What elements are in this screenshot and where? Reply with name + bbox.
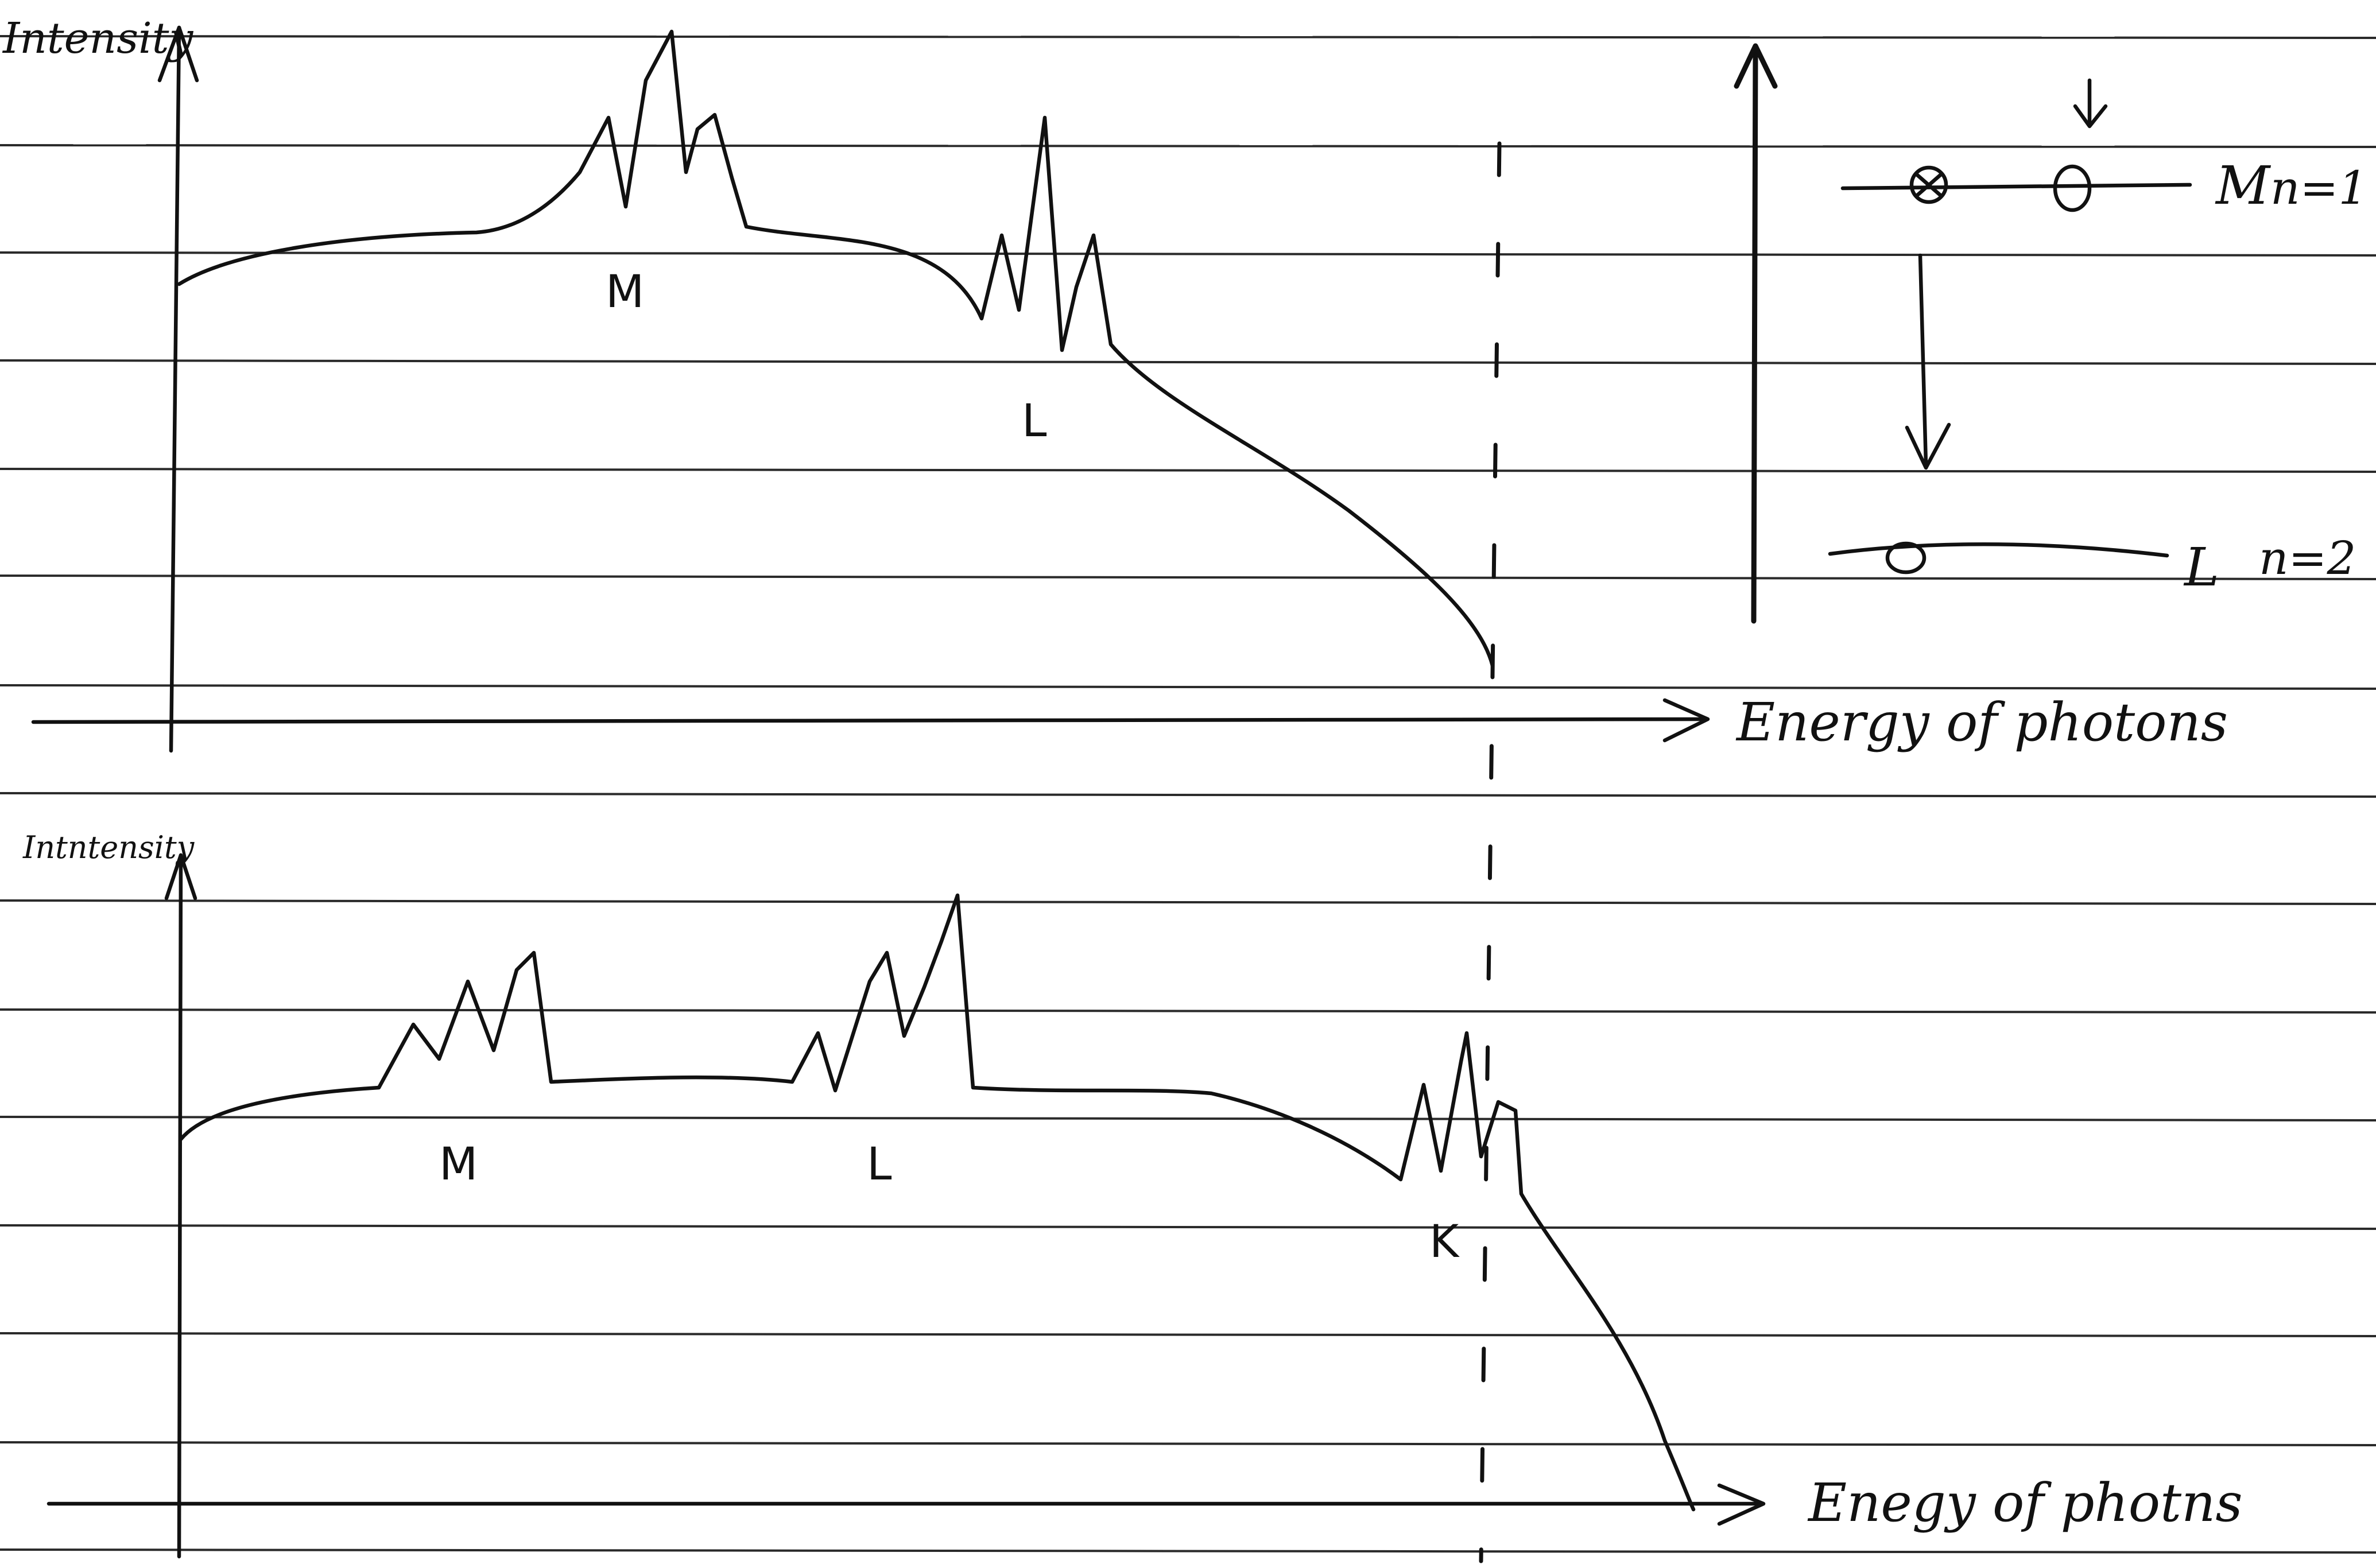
level-m-n: n=1 — [2270, 161, 2367, 215]
energy-arrow — [1751, 50, 1758, 624]
top-y-axis — [169, 25, 181, 753]
transition-arrow — [1918, 253, 1928, 467]
top-peak-label-l: L — [1022, 395, 1047, 447]
ruled-line — [0, 1116, 2376, 1121]
ruled-line — [0, 144, 2376, 148]
bottom-peak-label-l: L — [867, 1139, 892, 1190]
top-x-axis-label: Energy of photons — [1735, 692, 2228, 753]
transition-arrowhead — [1905, 422, 1951, 470]
top-x-axis — [31, 717, 1706, 724]
top-y-axis-label: Intensity — [2, 14, 193, 63]
top-plot: Intensity Energy of photons M L — [2, 14, 2228, 753]
ruled-line — [0, 359, 2376, 365]
ruled-lines — [0, 35, 2376, 1554]
energy-level-sketch: M n=1 L n=2 — [1734, 43, 2367, 624]
level-l-n: n=2 — [2259, 531, 2356, 585]
bottom-y-axis-label: Intntensity — [22, 829, 195, 865]
electron-vacancy-circle — [2053, 164, 2092, 212]
ruled-line — [0, 899, 2376, 905]
top-x-axis-arrowhead — [1662, 698, 1710, 743]
level-m-line — [1840, 183, 2192, 191]
ruled-line — [0, 468, 2376, 473]
bottom-x-axis-arrowhead — [1717, 1483, 1766, 1526]
bottom-peak-label-k: K — [1429, 1216, 1460, 1268]
level-l-line — [1828, 542, 2169, 558]
top-peak-label-m: M — [606, 266, 644, 318]
ruled-line — [0, 575, 2376, 580]
dashed-guide-line — [1479, 141, 1502, 1563]
energy-arrowhead — [1734, 43, 1778, 89]
bottom-y-axis — [177, 853, 183, 1559]
bottom-spectrum-curve — [179, 893, 1696, 1512]
ruled-line — [0, 1441, 2376, 1446]
electron-circle — [1909, 165, 1948, 204]
bottom-plot: Intntensity Enegy of photns M L K — [22, 829, 2243, 1559]
ruled-line — [0, 792, 2376, 798]
bottom-peak-label-m: M — [439, 1139, 478, 1190]
top-y-axis-arrowhead — [157, 25, 199, 83]
level-l-label: L — [2183, 537, 2219, 598]
ruled-line — [0, 684, 2376, 690]
ruled-line — [0, 35, 2376, 39]
bottom-y-axis-arrowhead — [164, 853, 197, 901]
ruled-line — [0, 1008, 2376, 1014]
ruled-line — [0, 251, 2376, 257]
ruled-line — [0, 1224, 2376, 1230]
top-spectrum-curve — [177, 29, 1495, 668]
level-m-label: M — [2215, 155, 2272, 216]
bottom-x-axis-label: Enegy of photns — [1807, 1472, 2243, 1534]
ruled-line — [0, 1332, 2376, 1337]
electron-cross-mark — [1915, 173, 1943, 197]
ruled-line — [0, 1548, 2376, 1554]
incoming-arrowhead — [2073, 104, 2108, 129]
electron-circle-lower — [1885, 541, 1927, 575]
